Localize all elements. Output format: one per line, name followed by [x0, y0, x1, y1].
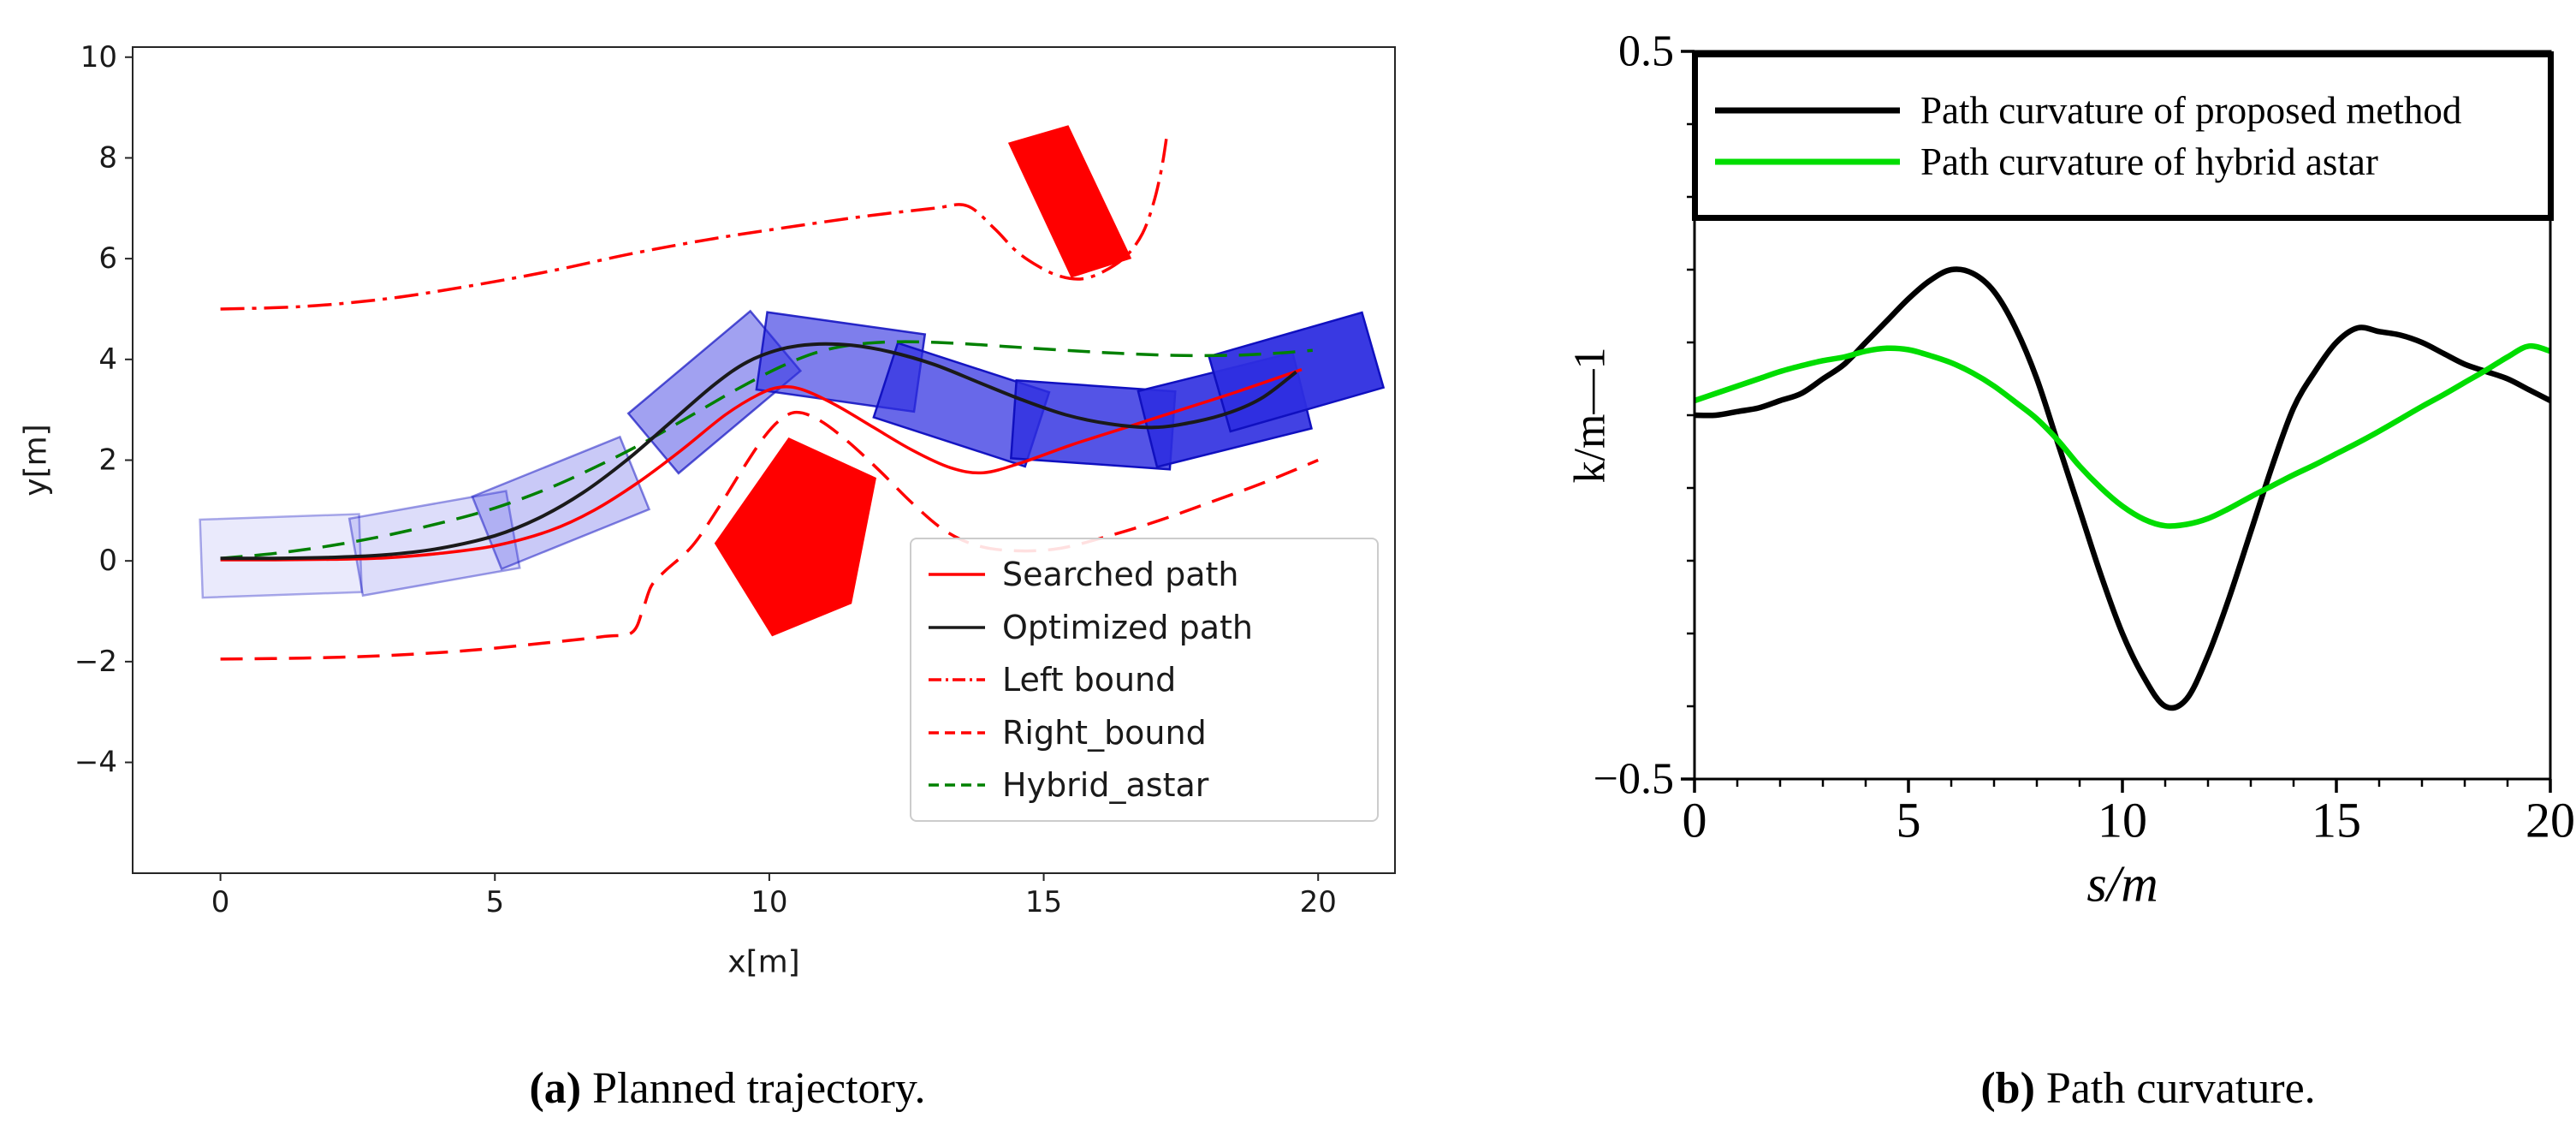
series-searched-path	[220, 367, 1303, 562]
series-hybrid-astar	[220, 340, 1313, 560]
x-tick-label: 0	[211, 885, 230, 919]
legend-item: Hybrid_astar	[927, 760, 1362, 810]
legend-item: Path curvature of proposed method	[1713, 88, 2548, 133]
rect-obstacle	[1007, 125, 1132, 278]
series-path-curvature-of-proposed-method	[1694, 266, 2552, 711]
y-tick-label: −4	[74, 746, 117, 780]
legend-line-sample	[1715, 158, 1900, 165]
legend-item: Searched path	[927, 550, 1362, 599]
y-tick-label: 4	[98, 342, 117, 377]
legend-item: Right_bound	[927, 708, 1362, 758]
x-tick-label: 10	[2098, 793, 2147, 848]
y-tick-label: −0.5	[1594, 755, 1674, 804]
planned-trajectory-figure: 0 5 10 15 20 −4 −2 0 2 4 6 8 10 x[m] y[m] Searched pat…	[0, 0, 1455, 1010]
y-axis-label: y[m]	[19, 424, 54, 496]
legend-line-sample	[929, 678, 985, 681]
pentagon-obstacle	[714, 437, 876, 637]
curvature-legend: Path curvature of proposed method Path cu…	[1692, 51, 2554, 221]
series-path-curvature-of-hybrid-astar	[1693, 342, 2551, 529]
legend-line-sample	[929, 730, 985, 735]
legend-label: Hybrid_astar	[1002, 766, 1209, 804]
trajectory-plot: 0 5 10 15 20 −4 −2 0 2 4 6 8 10 x[m] y[m]	[19, 40, 1396, 980]
y-tick-label: 8	[98, 140, 117, 175]
caption-a: (a) Planned trajectory.	[26, 1063, 1429, 1114]
caption-b-letter: (b)	[1980, 1064, 2035, 1113]
curvature-plot: 0 5 10 15 20 0.5 −0.5 s/m k/m—1	[1566, 27, 2576, 913]
legend-label: Path curvature of hybrid astar	[1920, 140, 2378, 183]
series-right-bound	[220, 410, 1319, 661]
legend-line-sample	[1715, 107, 1900, 114]
vehicle-footprint	[199, 513, 364, 599]
legend-label: Left bound	[1002, 661, 1177, 699]
legend-label: Searched path	[1002, 556, 1239, 593]
x-tick-label: 20	[1300, 885, 1337, 919]
vehicle-footprint	[471, 435, 651, 571]
x-tick-label: 15	[2312, 793, 2361, 848]
series-left-bound	[220, 132, 1169, 311]
legend-line-sample	[929, 625, 985, 629]
x-tick-label: 10	[751, 885, 787, 919]
legend-item: Path curvature of hybrid astar	[1713, 140, 2548, 184]
legend-line-sample	[929, 573, 985, 576]
y-tick-label: 6	[98, 241, 117, 276]
y-tick-label: −2	[74, 645, 117, 679]
y-axis-label: k/m—1	[1566, 348, 1615, 484]
legend-label: Right_bound	[1002, 713, 1207, 752]
x-tick-label: 0	[1683, 793, 1707, 848]
y-tick-label: 0.5	[1618, 27, 1674, 76]
caption-a-text: Planned trajectory.	[581, 1064, 926, 1113]
trajectory-legend: Searched path Optimized path Left bound Rig…	[910, 538, 1379, 822]
legend-line-sample	[929, 783, 985, 787]
series-optimized-path	[220, 342, 1297, 561]
legend-item: Optimized path	[927, 603, 1362, 652]
path-curvature-figure: 0 5 10 15 20 0.5 −0.5 s/m k/m—1 Path curvature o…	[1523, 0, 2576, 1010]
y-tick-label: 2	[98, 443, 117, 478]
y-tick-label: 0	[98, 544, 117, 578]
caption-b: (b) Path curvature.	[1729, 1063, 2567, 1114]
caption-b-text: Path curvature.	[2034, 1064, 2316, 1113]
x-tick-label: 5	[1896, 793, 1921, 848]
y-tick-label: 10	[80, 40, 117, 74]
legend-label: Path curvature of proposed method	[1920, 89, 2462, 132]
x-axis-label: x[m]	[727, 945, 799, 980]
x-axis-label: s/m	[2086, 855, 2158, 912]
x-tick-label: 15	[1025, 885, 1062, 919]
caption-a-letter: (a)	[529, 1064, 582, 1113]
legend-label: Optimized path	[1002, 608, 1253, 646]
x-tick-label: 20	[2526, 793, 2575, 848]
x-tick-label: 5	[485, 885, 504, 919]
legend-item: Left bound	[927, 655, 1362, 705]
